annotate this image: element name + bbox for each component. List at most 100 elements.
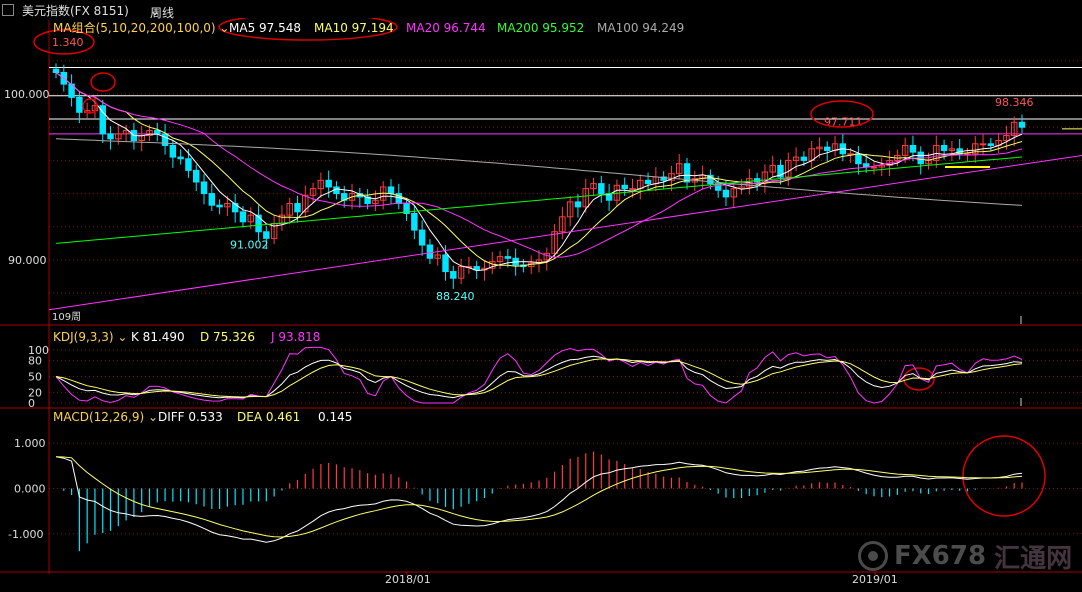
candle-body xyxy=(52,68,60,73)
candle-body xyxy=(325,179,332,188)
candle-body xyxy=(239,211,247,223)
kdj-k-line xyxy=(55,355,1023,399)
kdj-d-line xyxy=(55,358,1023,398)
annotation-low-91: 91.002 xyxy=(230,238,269,251)
candle-body xyxy=(769,164,776,173)
candle-body xyxy=(76,96,83,113)
candle-body xyxy=(707,174,714,185)
candle-body xyxy=(442,254,449,273)
candle-body xyxy=(901,144,909,156)
macd-axis-label: 1.000 xyxy=(14,437,46,450)
candle-body xyxy=(870,166,878,169)
kdj-axis-label: 20 xyxy=(28,386,42,399)
candle-body xyxy=(683,163,691,183)
ma200-line xyxy=(55,156,1023,244)
macd-axis-label: -1.000 xyxy=(8,528,43,541)
candle-body xyxy=(590,183,597,190)
candle-body xyxy=(598,183,605,195)
candle-body xyxy=(177,156,184,160)
candle-body xyxy=(972,143,979,155)
annotation-low-88: 88.240 xyxy=(436,290,475,303)
candle-body xyxy=(302,194,309,213)
candle-body xyxy=(987,143,995,146)
macd-dea-value: DEA 0.461 xyxy=(237,410,300,424)
candle-body xyxy=(909,144,917,153)
annotation-high-97: 97.711 xyxy=(824,116,863,129)
macd-value: 0.145 xyxy=(318,410,352,424)
candle-body xyxy=(247,214,254,223)
kdj-j-value: J 93.818 xyxy=(270,330,320,344)
candle-body xyxy=(878,164,886,168)
ma20-line xyxy=(55,72,1023,258)
candle-body xyxy=(161,133,169,146)
annotation-last-98: 98.346 xyxy=(995,96,1034,109)
candle-body xyxy=(185,158,192,171)
candle-body xyxy=(99,105,106,135)
candle-body xyxy=(418,229,426,246)
candle-body xyxy=(115,133,122,140)
candle-body xyxy=(644,179,652,185)
ma5-value: MA5 97.548 xyxy=(229,21,301,35)
candle-body xyxy=(543,252,551,261)
price-axis-label-100: 100.000 xyxy=(4,88,50,101)
candle-body xyxy=(372,199,379,205)
candle-body xyxy=(146,130,153,137)
candle-body xyxy=(551,231,558,254)
ma200-value: MA200 95.952 xyxy=(497,21,584,35)
candle-body xyxy=(263,231,270,239)
candle-body xyxy=(855,153,862,165)
ma-indicator-label: MA组合(5,10,20,200,100,0) ⌄ xyxy=(53,20,230,35)
ma100-line xyxy=(55,138,1023,206)
highlight-circle-1 xyxy=(33,29,95,55)
candle-body xyxy=(200,181,208,195)
candle-body xyxy=(122,130,130,135)
candle-body xyxy=(792,156,800,161)
candle-body xyxy=(574,201,582,208)
highlight-circle-kdj xyxy=(903,367,935,391)
candle-body xyxy=(816,146,823,150)
candle-body xyxy=(496,256,504,263)
candle-body xyxy=(348,193,356,201)
x-axis-label-2019: 2019/01 xyxy=(852,573,898,586)
candle-body xyxy=(933,144,940,161)
watermark: FX678 汇通网 xyxy=(858,538,1072,574)
ma20-value: MA20 96.744 xyxy=(406,21,486,35)
symbol-title: 美元指数(FX 8151) xyxy=(22,4,129,18)
candle-body xyxy=(1018,121,1026,128)
candle-body xyxy=(948,148,956,151)
bar-count-label: 109周 xyxy=(52,311,81,323)
highlight-circle-macd xyxy=(962,435,1046,517)
candle-body xyxy=(473,266,480,271)
candle-body xyxy=(457,266,465,279)
candle-body xyxy=(208,193,216,206)
candle-body xyxy=(800,156,808,161)
kdj-label: KDJ(9,3,3) ⌄ xyxy=(53,330,127,344)
candle-body xyxy=(255,214,262,233)
candle-body xyxy=(1003,135,1010,142)
macd-diff-line xyxy=(55,456,1023,543)
candle-body xyxy=(107,133,114,140)
candle-body xyxy=(979,143,987,146)
candle-body xyxy=(426,244,434,259)
x-axis-label-2018: 2018/01 xyxy=(385,573,431,586)
candle-body xyxy=(722,189,730,198)
candle-body xyxy=(504,256,512,259)
candle-body xyxy=(559,216,566,233)
candle-body xyxy=(582,188,589,208)
trendline-support xyxy=(48,154,1082,311)
fx678-logo-icon xyxy=(858,541,888,571)
ma10-value: MA10 97.194 xyxy=(314,21,394,35)
title-bar: 美元指数(FX 8151) 周线 ⌄ xyxy=(0,0,1082,20)
kdj-d-value: D 75.326 xyxy=(200,330,255,344)
chevron-down-icon[interactable]: ⌄ xyxy=(150,4,161,18)
candle-body xyxy=(1010,121,1018,137)
candle-body xyxy=(224,203,231,208)
candle-body xyxy=(231,203,239,213)
kdj-j-line xyxy=(55,346,1023,404)
kdj-k-value: K 81.490 xyxy=(131,330,185,344)
highlight-circle-3 xyxy=(82,98,98,114)
highlight-circle-ma xyxy=(218,18,398,41)
watermark-brand: FX678 xyxy=(894,541,987,571)
candle-body xyxy=(785,159,792,178)
candle-body xyxy=(286,203,293,216)
